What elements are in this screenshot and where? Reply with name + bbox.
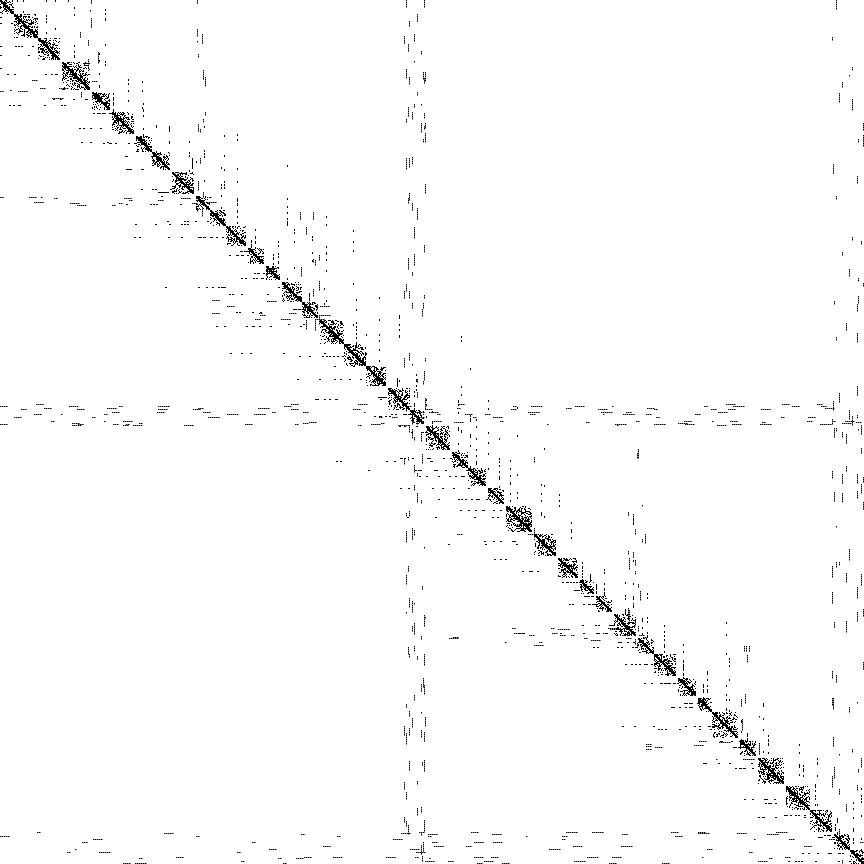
nonzero-cluster xyxy=(315,315,785,780)
nonzero-cluster xyxy=(0,0,408,390)
